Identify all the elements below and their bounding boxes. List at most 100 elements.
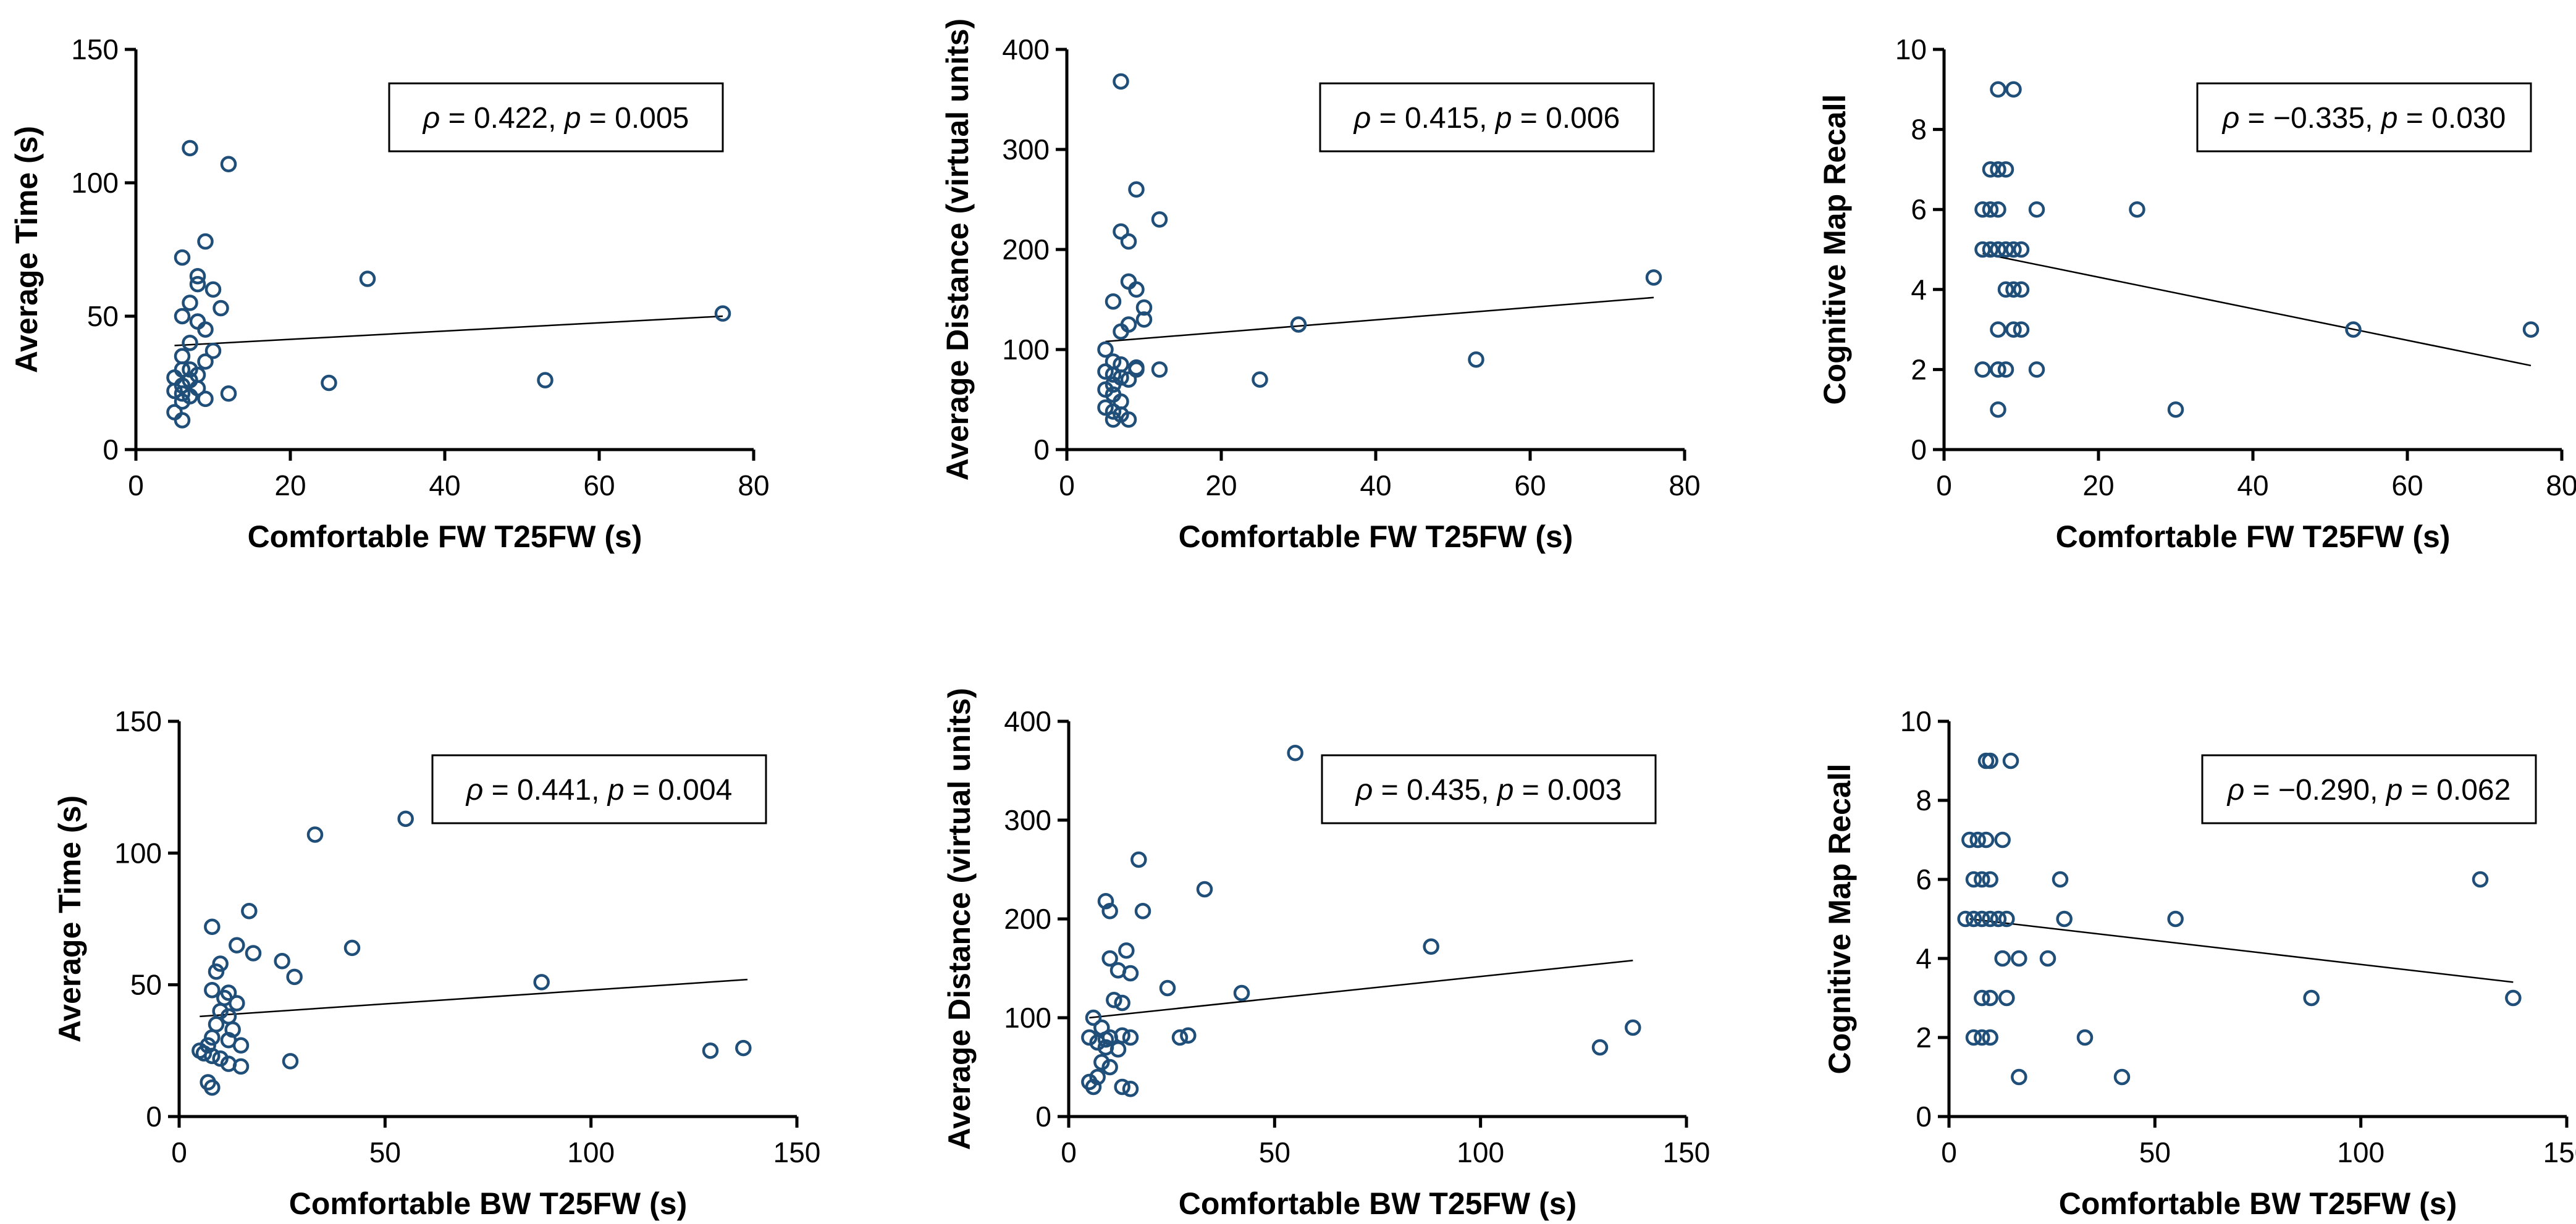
stats-box bbox=[1321, 754, 1657, 824]
data-point bbox=[1990, 81, 2006, 98]
y-tick-label: 200 bbox=[1002, 233, 1050, 266]
data-point bbox=[1982, 1029, 1998, 1046]
x-axis-label: Comfortable FW T25FW (s) bbox=[2056, 519, 2451, 554]
data-point bbox=[1081, 1029, 1098, 1046]
x-axis-label: Comfortable BW T25FW (s) bbox=[289, 1186, 687, 1221]
y-axis-label: Average Distance (virtual units) bbox=[940, 19, 975, 480]
chart-panel-5: 0 50 100 150 0 100 200 300 400 Comfortable BW T25… bbox=[942, 688, 1710, 1221]
data-point bbox=[204, 918, 221, 936]
data-point bbox=[174, 385, 191, 402]
data-point bbox=[1974, 1029, 1990, 1046]
data-point bbox=[1957, 910, 1974, 928]
chart-panel-2: 0 20 40 60 80 0 100 200 300 400 Comfortable FW T25… bbox=[940, 19, 1701, 554]
data-point bbox=[714, 305, 731, 322]
data-point bbox=[1990, 161, 2006, 178]
data-point bbox=[197, 321, 214, 338]
y-tick-label: 2 bbox=[1911, 353, 1927, 385]
separator: , bbox=[1481, 774, 1497, 807]
data-point bbox=[1120, 273, 1137, 290]
rho-symbol: ρ bbox=[2221, 102, 2240, 135]
y-tick-label: 200 bbox=[1004, 903, 1051, 935]
data-point bbox=[182, 295, 198, 311]
data-point bbox=[1097, 892, 1114, 910]
data-point bbox=[1105, 411, 1122, 428]
stats-text: ρ = −0.335, p = 0.030 bbox=[2221, 102, 2506, 135]
data-point bbox=[343, 939, 361, 957]
stats-box bbox=[2201, 754, 2537, 824]
y-tick-label: 0 bbox=[1911, 434, 1927, 466]
data-point bbox=[229, 937, 245, 954]
stats-text: ρ = 0.441, p = 0.004 bbox=[465, 774, 733, 807]
rho-equals: = bbox=[2244, 774, 2278, 807]
x-tick-label: 20 bbox=[274, 469, 306, 501]
data-point bbox=[1990, 361, 2006, 378]
data-point bbox=[1965, 871, 1982, 888]
y-tick-label: 300 bbox=[1002, 133, 1050, 166]
x-tick-label: 40 bbox=[429, 469, 460, 501]
rho-equals: = bbox=[2239, 102, 2273, 135]
data-point bbox=[1974, 361, 1991, 378]
chart-panel-6: 0 50 100 150 0 2 4 6 8 10 Comfortable BW T25FW (s)… bbox=[1822, 705, 2576, 1221]
data-point bbox=[1101, 950, 1118, 967]
data-point bbox=[182, 140, 198, 157]
rho-value: 0.435 bbox=[1407, 774, 1481, 807]
data-point bbox=[1128, 361, 1145, 378]
data-point bbox=[1130, 851, 1147, 868]
separator: , bbox=[591, 774, 608, 807]
data-point bbox=[182, 334, 198, 351]
data-point bbox=[1287, 744, 1303, 761]
p-value: 0.030 bbox=[2431, 102, 2506, 135]
p-symbol: p bbox=[563, 102, 581, 135]
data-point bbox=[2129, 201, 2145, 218]
x-tick-label: 150 bbox=[1663, 1136, 1711, 1168]
data-point bbox=[1105, 293, 1122, 310]
data-point bbox=[1113, 323, 1129, 340]
x-tick-label: 0 bbox=[1061, 1136, 1077, 1168]
data-point bbox=[1233, 984, 1250, 1002]
data-point bbox=[1122, 965, 1139, 982]
data-point bbox=[1965, 910, 1982, 928]
y-tick-label: 8 bbox=[1911, 114, 1927, 146]
y-tick-label: 0 bbox=[1033, 434, 1050, 466]
data-point bbox=[1159, 979, 1176, 997]
rho-value: −0.335 bbox=[2273, 102, 2365, 135]
x-tick-label: 0 bbox=[1936, 469, 1952, 501]
data-point bbox=[702, 1042, 719, 1059]
data-point bbox=[1997, 281, 2014, 298]
rho-equals: = bbox=[1371, 102, 1405, 135]
data-point bbox=[1982, 752, 1998, 769]
x-tick-label: 40 bbox=[1360, 469, 1391, 501]
y-tick-label: 100 bbox=[114, 837, 162, 869]
x-tick-label: 50 bbox=[2139, 1136, 2171, 1168]
data-point bbox=[1101, 1058, 1118, 1076]
p-value: 0.003 bbox=[1547, 774, 1622, 807]
x-tick-label: 60 bbox=[1514, 469, 1546, 501]
rho-value: 0.415 bbox=[1405, 102, 1479, 135]
y-tick-label: 300 bbox=[1004, 804, 1051, 836]
chart-panel-4: 0 50 100 150 0 50 100 150 Comfortable BW T25FW (… bbox=[53, 705, 820, 1221]
data-point bbox=[2005, 281, 2022, 298]
y-axis-label: Average Time (s) bbox=[53, 795, 87, 1042]
data-point bbox=[1998, 989, 2015, 1007]
data-point bbox=[1252, 371, 1268, 388]
data-point bbox=[1961, 831, 1978, 849]
trend-line bbox=[1969, 918, 2514, 983]
data-point bbox=[2005, 241, 2022, 258]
data-point bbox=[1990, 241, 2006, 258]
separator: , bbox=[548, 102, 565, 135]
data-point bbox=[197, 233, 214, 250]
x-tick-label: 150 bbox=[2543, 1136, 2576, 1168]
data-point bbox=[174, 249, 191, 266]
x-tick-label: 100 bbox=[567, 1136, 615, 1168]
p-value: 0.006 bbox=[1546, 102, 1620, 135]
data-point bbox=[1982, 871, 1998, 888]
p-equals: = bbox=[624, 774, 658, 807]
rho-value: 0.422 bbox=[474, 102, 548, 135]
y-tick-label: 0 bbox=[1035, 1100, 1051, 1133]
data-point bbox=[1997, 241, 2014, 258]
p-value: 0.062 bbox=[2436, 774, 2511, 807]
data-point bbox=[1965, 1029, 1982, 1046]
data-point bbox=[232, 1058, 250, 1075]
x-tick-label: 0 bbox=[1059, 469, 1075, 501]
data-point bbox=[1997, 161, 2014, 178]
